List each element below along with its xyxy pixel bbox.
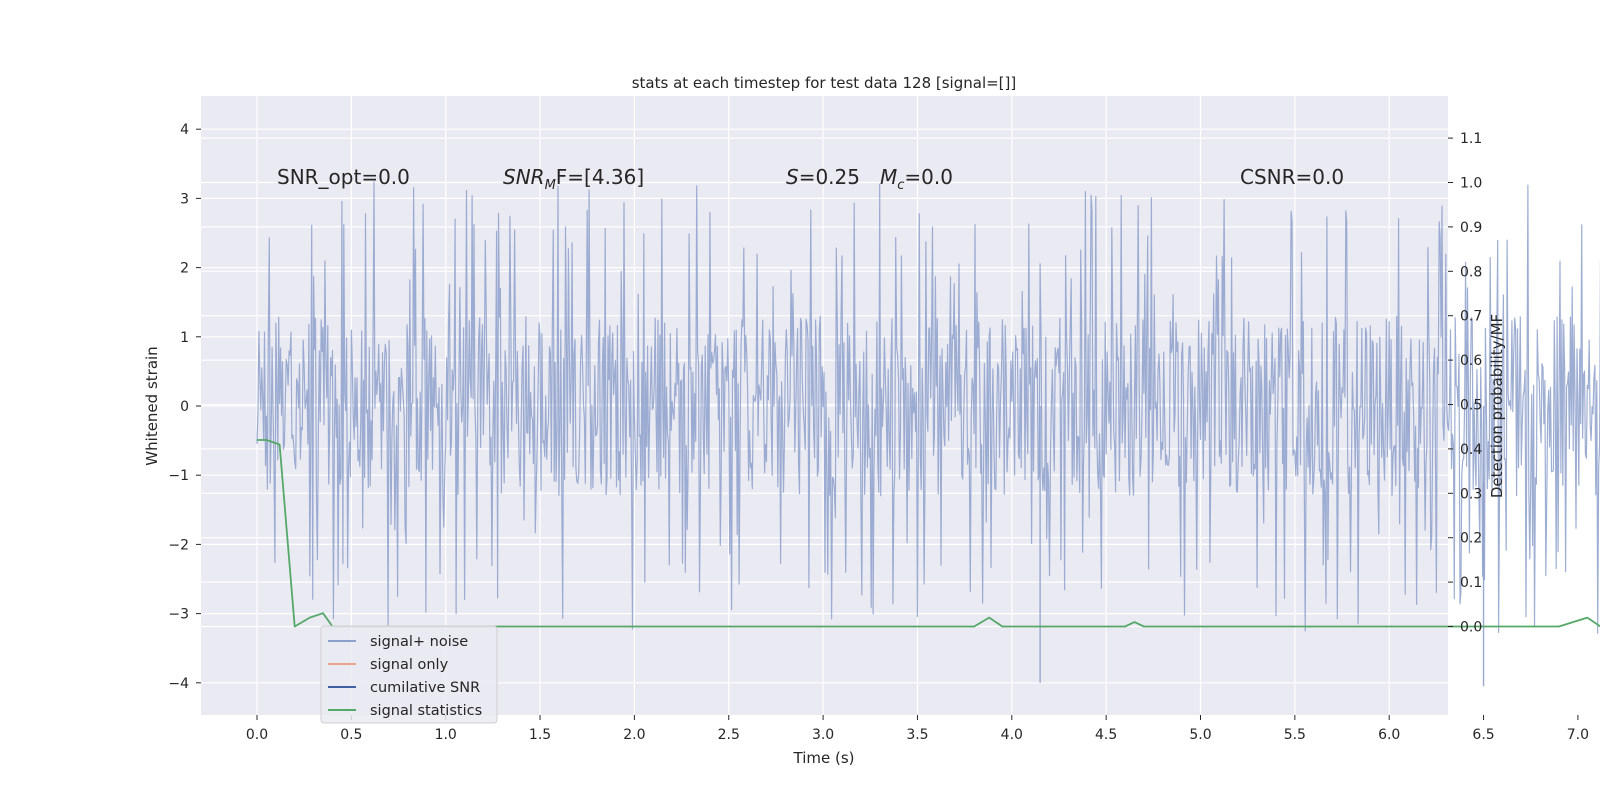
x-tick-label: 1.5 [529, 727, 551, 743]
x-axis-ticks: 0.0 0.5 1.0 1.5 2.0 2.5 3.0 3.5 4.0 4.5 5.0 5.5 6.0 6… [246, 715, 1589, 743]
mc-annotation: Mc=0.0 [880, 165, 953, 193]
annotations: SNR_opt=0.0 SNRMF=[4.36] S=0.25 Mc=0.0 C… [277, 165, 1344, 193]
x-tick-label: 2.0 [623, 727, 645, 743]
y-axis-ticks: 4 3 2 1 0 −1 −2 −3 −4 [168, 122, 201, 692]
right-y-tick-label: 0.8 [1460, 264, 1482, 280]
right-y-tick-label: 0.1 [1460, 575, 1482, 591]
legend-label-signal-statistics: signal statistics [370, 703, 482, 719]
x-tick-label: 0.0 [246, 727, 268, 743]
x-tick-label: 2.5 [718, 727, 740, 743]
y-tick-label: −1 [168, 468, 189, 484]
y-tick-label: −4 [168, 676, 189, 692]
snr-mf-annotation: SNRMF=[4.36] [503, 165, 644, 193]
y-axis-label: Whitened strain [143, 346, 161, 465]
legend-label-signal-noise: signal+ noise [370, 634, 468, 650]
right-y-axis-ticks: 1.1 1.0 0.9 0.8 0.7 0.6 0.5 0.4 0.3 0.2 0.1 0.0 [1448, 131, 1482, 636]
right-y-tick-label: 0.2 [1460, 531, 1482, 547]
y-tick-label: 0 [180, 399, 189, 415]
right-y-tick-label: 0.9 [1460, 220, 1482, 236]
x-tick-label: 6.5 [1472, 727, 1494, 743]
x-tick-label: 3.5 [906, 727, 928, 743]
legend-label-cumulative-snr: cumilative SNR [370, 680, 480, 696]
x-tick-label: 0.5 [340, 727, 362, 743]
legend-box [320, 625, 498, 724]
signal-plus-noise-line [256, 181, 1600, 634]
legend: signal+ noise signal only cumilative SNR… [320, 625, 498, 724]
x-tick-label: 5.5 [1284, 727, 1306, 743]
legend-label-signal-only: signal only [370, 657, 449, 673]
y-tick-label: 1 [180, 330, 189, 346]
x-tick-label: 7.0 [1567, 727, 1589, 743]
snr-opt-annotation: SNR_opt=0.0 [277, 165, 410, 189]
right-y-axis-label: Detection probability/MF [1488, 314, 1506, 498]
chart-title: stats at each timestep for test data 128… [632, 74, 1017, 92]
y-tick-label: −3 [168, 607, 189, 623]
right-y-tick-label: 0.7 [1460, 309, 1482, 325]
right-y-tick-label: 0.5 [1460, 398, 1482, 414]
right-y-tick-label: 0.0 [1460, 620, 1482, 636]
right-y-tick-label: 1.1 [1460, 131, 1482, 147]
x-tick-label: 4.0 [1001, 727, 1023, 743]
s-annotation: S=0.25 [786, 165, 860, 189]
x-tick-label: 4.5 [1095, 727, 1117, 743]
signal-plus-noise-series [256, 181, 1600, 687]
y-tick-label: 2 [180, 261, 189, 277]
right-y-tick-label: 0.3 [1460, 486, 1482, 502]
x-tick-label: 5.0 [1189, 727, 1211, 743]
right-y-tick-label: 0.6 [1460, 353, 1482, 369]
y-tick-label: 4 [180, 122, 189, 138]
x-tick-label: 3.0 [812, 727, 834, 743]
right-y-tick-label: 0.4 [1460, 442, 1482, 458]
x-tick-label: 6.0 [1378, 727, 1400, 743]
y-tick-label: −2 [168, 537, 189, 553]
csnr-annotation: CSNR=0.0 [1240, 165, 1344, 189]
x-tick-label: 1.0 [435, 727, 457, 743]
x-axis-label: Time (s) [793, 749, 855, 767]
right-y-tick-label: 1.0 [1460, 176, 1482, 192]
y-tick-label: 3 [180, 191, 189, 207]
